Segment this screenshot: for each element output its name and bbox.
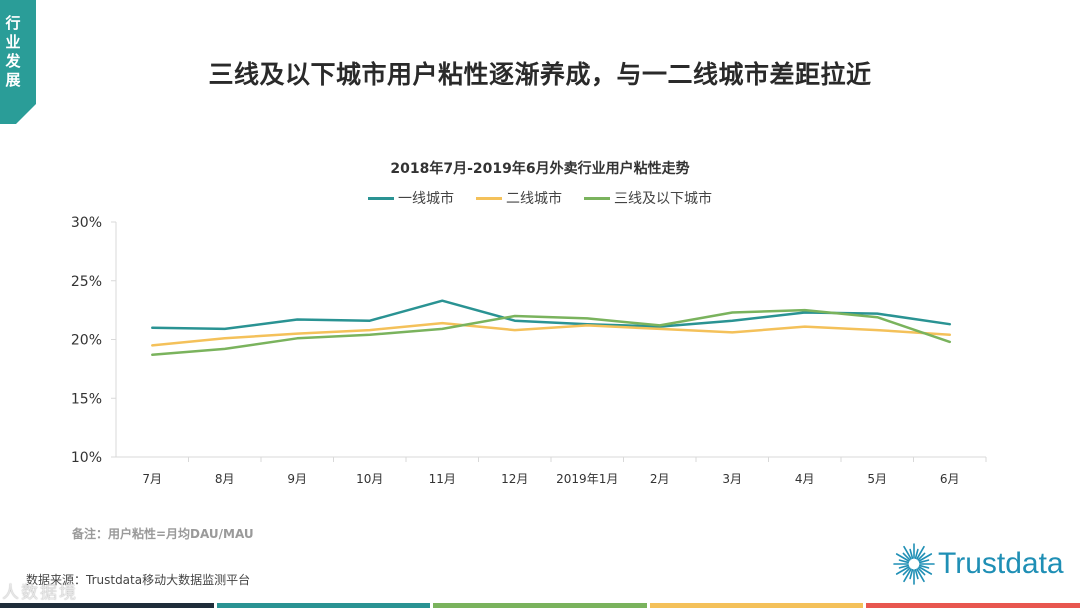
starburst-icon bbox=[893, 543, 935, 585]
section-tab: 行业发展 bbox=[0, 0, 36, 124]
x-tick-label: 5月 bbox=[867, 472, 887, 486]
x-tick-label: 6月 bbox=[940, 472, 960, 486]
series-line-3 bbox=[151, 308, 952, 357]
series-line-2 bbox=[151, 321, 952, 347]
section-tab-shape bbox=[0, 0, 36, 124]
series-line-1 bbox=[151, 299, 952, 331]
y-tick-label: 20% bbox=[71, 333, 102, 349]
chart-title: 2018年7月-2019年6月外卖行业用户粘性走势 bbox=[390, 161, 690, 177]
x-tick-label: 10月 bbox=[356, 472, 383, 486]
footer-segment bbox=[649, 603, 864, 608]
starburst-ray bbox=[902, 567, 911, 576]
starburst-ray bbox=[919, 559, 930, 564]
footnote: 备注：用户粘性=月均DAU/MAU bbox=[72, 527, 254, 541]
footer-segment bbox=[216, 603, 431, 608]
starburst-ray bbox=[918, 553, 933, 562]
slide-title: 三线及以下城市用户粘性逐渐养成，与一二线城市差距拉近 bbox=[208, 60, 872, 89]
chart-legend: 一线城市 二线城市 三线及以下城市 bbox=[0, 188, 1080, 208]
starburst-ray bbox=[919, 564, 930, 569]
legend-swatch-tier2 bbox=[476, 196, 502, 200]
starburst-ray bbox=[909, 569, 914, 580]
trustdata-logo: Trustdata bbox=[892, 536, 1064, 592]
footer-segment bbox=[0, 603, 214, 608]
footer-segment bbox=[866, 603, 1080, 608]
starburst-ray bbox=[917, 552, 926, 561]
starburst-ray bbox=[916, 568, 925, 583]
legend-label-tier2: 二线城市 bbox=[506, 191, 562, 207]
legend-label-tier1: 一线城市 bbox=[398, 191, 454, 207]
starburst-ray bbox=[918, 566, 933, 575]
starburst-ray bbox=[895, 553, 910, 562]
starburst-ray bbox=[903, 545, 912, 560]
x-tick-label: 9月 bbox=[287, 472, 307, 486]
watermark: 人数据境 bbox=[2, 583, 78, 603]
x-tick-label: 12月 bbox=[501, 472, 528, 486]
data-source: 数据来源：Trustdata移动大数据监测平台 bbox=[26, 573, 251, 587]
starburst-ray bbox=[916, 545, 925, 560]
footer-segment bbox=[433, 603, 647, 608]
starburst-ray bbox=[909, 548, 914, 559]
starburst-ray bbox=[914, 569, 919, 580]
y-tick-label: 25% bbox=[71, 274, 102, 290]
legend-swatch-tier1 bbox=[368, 196, 394, 200]
legend-label-tier3: 三线及以下城市 bbox=[614, 191, 712, 207]
legend-item-tier1: 一线城市 bbox=[368, 188, 454, 208]
x-tick-label: 2019年1月 bbox=[556, 472, 618, 486]
y-tick-label: 10% bbox=[71, 450, 102, 466]
starburst-ray bbox=[895, 566, 910, 575]
starburst-ray bbox=[898, 564, 909, 569]
legend-item-tier3: 三线及以下城市 bbox=[584, 188, 712, 208]
y-tick-label: 15% bbox=[71, 391, 102, 407]
starburst-ray bbox=[903, 568, 912, 583]
starburst-ray bbox=[914, 548, 919, 559]
brand-name: Trustdata bbox=[938, 547, 1064, 580]
x-tick-label: 8月 bbox=[215, 472, 235, 486]
x-tick-label: 11月 bbox=[429, 472, 456, 486]
section-tab-label: 行业发展 bbox=[5, 14, 21, 89]
x-tick-label: 2月 bbox=[650, 472, 670, 486]
starburst-ray bbox=[917, 567, 926, 576]
legend-item-tier2: 二线城市 bbox=[476, 188, 562, 208]
footer-color-bar bbox=[0, 603, 1080, 608]
starburst-ray bbox=[898, 559, 909, 564]
starburst-ray bbox=[902, 552, 911, 561]
x-tick-label: 7月 bbox=[142, 472, 162, 486]
legend-swatch-tier3 bbox=[584, 196, 610, 200]
x-tick-label: 3月 bbox=[722, 472, 742, 486]
x-tick-label: 4月 bbox=[795, 472, 815, 486]
y-tick-label: 30% bbox=[71, 215, 102, 231]
